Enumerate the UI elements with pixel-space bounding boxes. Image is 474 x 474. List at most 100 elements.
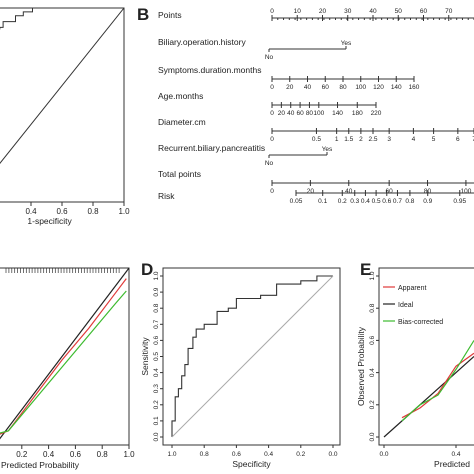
panel-e-plot bbox=[383, 340, 474, 438]
nomogram-tick-label: 0.5 bbox=[312, 136, 321, 143]
bias-corrected-curve bbox=[401, 340, 474, 422]
nomogram-tick-label: 0 bbox=[270, 84, 274, 91]
binary-left-label: No bbox=[265, 54, 274, 61]
y-tick-label: 0.3 bbox=[153, 384, 160, 393]
panel-a-plot bbox=[0, 8, 124, 165]
nomogram-tick-label: 0.3 bbox=[350, 198, 359, 205]
nomogram-tick-label: 180 bbox=[352, 110, 363, 117]
nomogram-tick-label: 160 bbox=[409, 84, 420, 91]
nomogram-tick-label: 0.2 bbox=[338, 198, 347, 205]
nomogram-tick-label: 20 bbox=[319, 8, 327, 15]
nomogram-tick-label: 0 bbox=[270, 188, 274, 195]
nomogram-tick-label: 0.8 bbox=[405, 198, 414, 205]
nomogram-tick-label: 6 bbox=[456, 136, 460, 143]
y-tick-label: 0.7 bbox=[153, 319, 160, 328]
nomogram-tick-label: 40 bbox=[345, 188, 353, 195]
nomogram-tick-label: 0.7 bbox=[393, 198, 402, 205]
x-tick-label: 0.4 bbox=[264, 451, 273, 458]
x-tick-label: 0.0 bbox=[328, 451, 337, 458]
binary-left-label: No bbox=[265, 160, 274, 167]
panel-b-nomogram: B Points 0 10 20 30 40 50 60 70Biliary.operation.… bbox=[137, 5, 474, 205]
nomogram-tick-label: 2.5 bbox=[368, 136, 377, 143]
apparent-curve bbox=[401, 352, 474, 419]
y-tick-label: 0.5 bbox=[153, 352, 160, 361]
nomogram-tick-label: 1.5 bbox=[344, 136, 353, 143]
y-tick-label: 0.6 bbox=[369, 336, 376, 345]
nomogram-tick-label: 0.95 bbox=[453, 198, 466, 205]
roc-curve bbox=[0, 8, 124, 31]
y-tick-label: 0.4 bbox=[153, 368, 160, 377]
y-tick-label: 0.0 bbox=[369, 432, 376, 441]
row-label: Recurrent.biliary.pancreatitis bbox=[158, 143, 265, 153]
x-tick-label: 0.8 bbox=[97, 450, 109, 459]
y-tick-label: 0.2 bbox=[153, 400, 160, 409]
x-axis-label: 1-specificity bbox=[27, 216, 72, 226]
nomogram-tick-label: 100 bbox=[460, 188, 471, 195]
x-tick-label: 0.4 bbox=[451, 451, 460, 458]
y-tick-label: 1.0 bbox=[369, 271, 376, 280]
nomogram-tick-label: 30 bbox=[344, 8, 352, 15]
x-tick-label: 0.6 bbox=[232, 451, 241, 458]
nomogram-tick-label: 1 bbox=[335, 136, 339, 143]
nomogram-tick-label: 140 bbox=[332, 110, 343, 117]
x-tick-label: 0.6 bbox=[70, 450, 82, 459]
nomogram-tick-label: 4 bbox=[412, 136, 416, 143]
nomogram-tick-label: 2 bbox=[359, 136, 363, 143]
nomogram-tick-label: 40 bbox=[287, 110, 295, 117]
x-tick-label: 1.0 bbox=[123, 450, 135, 459]
ideal-line bbox=[0, 268, 129, 440]
reference-line bbox=[0, 8, 124, 165]
nomogram-tick-label: 0.9 bbox=[423, 198, 432, 205]
nomogram-tick-label: 20 bbox=[278, 110, 286, 117]
x-tick-label: 1.0 bbox=[167, 451, 176, 458]
x-axis-label: Specificity bbox=[232, 459, 271, 469]
nomogram-tick-label: 100 bbox=[313, 110, 324, 117]
nomogram-tick-label: 0.6 bbox=[382, 198, 391, 205]
nomogram-tick-label: 5 bbox=[432, 136, 436, 143]
y-tick-label: 0.2 bbox=[369, 400, 376, 409]
x-tick-label: 0.2 bbox=[16, 450, 28, 459]
nomogram-tick-label: 0 bbox=[270, 136, 274, 143]
x-tick-label: 0.2 bbox=[296, 451, 305, 458]
x-tick-label: 0.0 bbox=[379, 451, 388, 458]
panel-d-frame bbox=[162, 267, 341, 446]
nomogram-tick-label: 50 bbox=[395, 8, 403, 15]
panel-c-plot bbox=[0, 268, 129, 440]
y-axis-label: Sensitivity bbox=[140, 337, 150, 376]
y-tick-label: 1.0 bbox=[153, 271, 160, 280]
nomogram-tick-label: 7 bbox=[472, 136, 474, 143]
nomogram-tick-label: 60 bbox=[322, 84, 330, 91]
nomogram-tick-label: 0 bbox=[270, 8, 274, 15]
legend-label: Apparent bbox=[398, 285, 426, 292]
nomogram-tick-label: 0.1 bbox=[318, 198, 327, 205]
nomogram-tick-label: 0 bbox=[270, 110, 274, 117]
nomogram-tick-label: 40 bbox=[369, 8, 377, 15]
nomogram-tick-label: 60 bbox=[386, 188, 394, 195]
nomogram-tick-label: 70 bbox=[445, 8, 453, 15]
row-label: Age.months bbox=[158, 91, 203, 101]
nomogram-tick-label: 20 bbox=[286, 84, 294, 91]
bias-corrected-curve bbox=[0, 290, 127, 434]
y-tick-label: 0.8 bbox=[153, 303, 160, 312]
nomogram-tick-label: 140 bbox=[391, 84, 402, 91]
panel-letter: E bbox=[360, 260, 371, 279]
x-tick-label: 0.6 bbox=[56, 207, 68, 216]
x-tick-label: 0.8 bbox=[87, 207, 99, 216]
row-label: Symptoms.duration.months bbox=[158, 65, 261, 75]
x-tick-label: 1.0 bbox=[118, 207, 130, 216]
nomogram-tick-label: 220 bbox=[371, 110, 382, 117]
x-axis-label: Predicted bbox=[434, 459, 470, 469]
row-label: Total points bbox=[158, 169, 201, 179]
nomogram-tick-label: 100 bbox=[355, 84, 366, 91]
x-tick-label: 0.8 bbox=[200, 451, 209, 458]
nomogram-tick-label: 40 bbox=[304, 84, 312, 91]
row-label: Diameter.cm bbox=[158, 117, 206, 127]
ideal-line bbox=[383, 356, 474, 438]
panel-a: 0.4 0.6 0.8 1.0 1-specificity bbox=[0, 7, 130, 226]
nomogram-tick-label: 20 bbox=[307, 188, 315, 195]
y-tick-label: 0.4 bbox=[369, 368, 376, 377]
nomogram-tick-label: 0.5 bbox=[372, 198, 381, 205]
panel-c-frame bbox=[0, 267, 130, 446]
binary-right-label: Yes bbox=[341, 40, 352, 47]
panel-letter: D bbox=[141, 260, 153, 279]
